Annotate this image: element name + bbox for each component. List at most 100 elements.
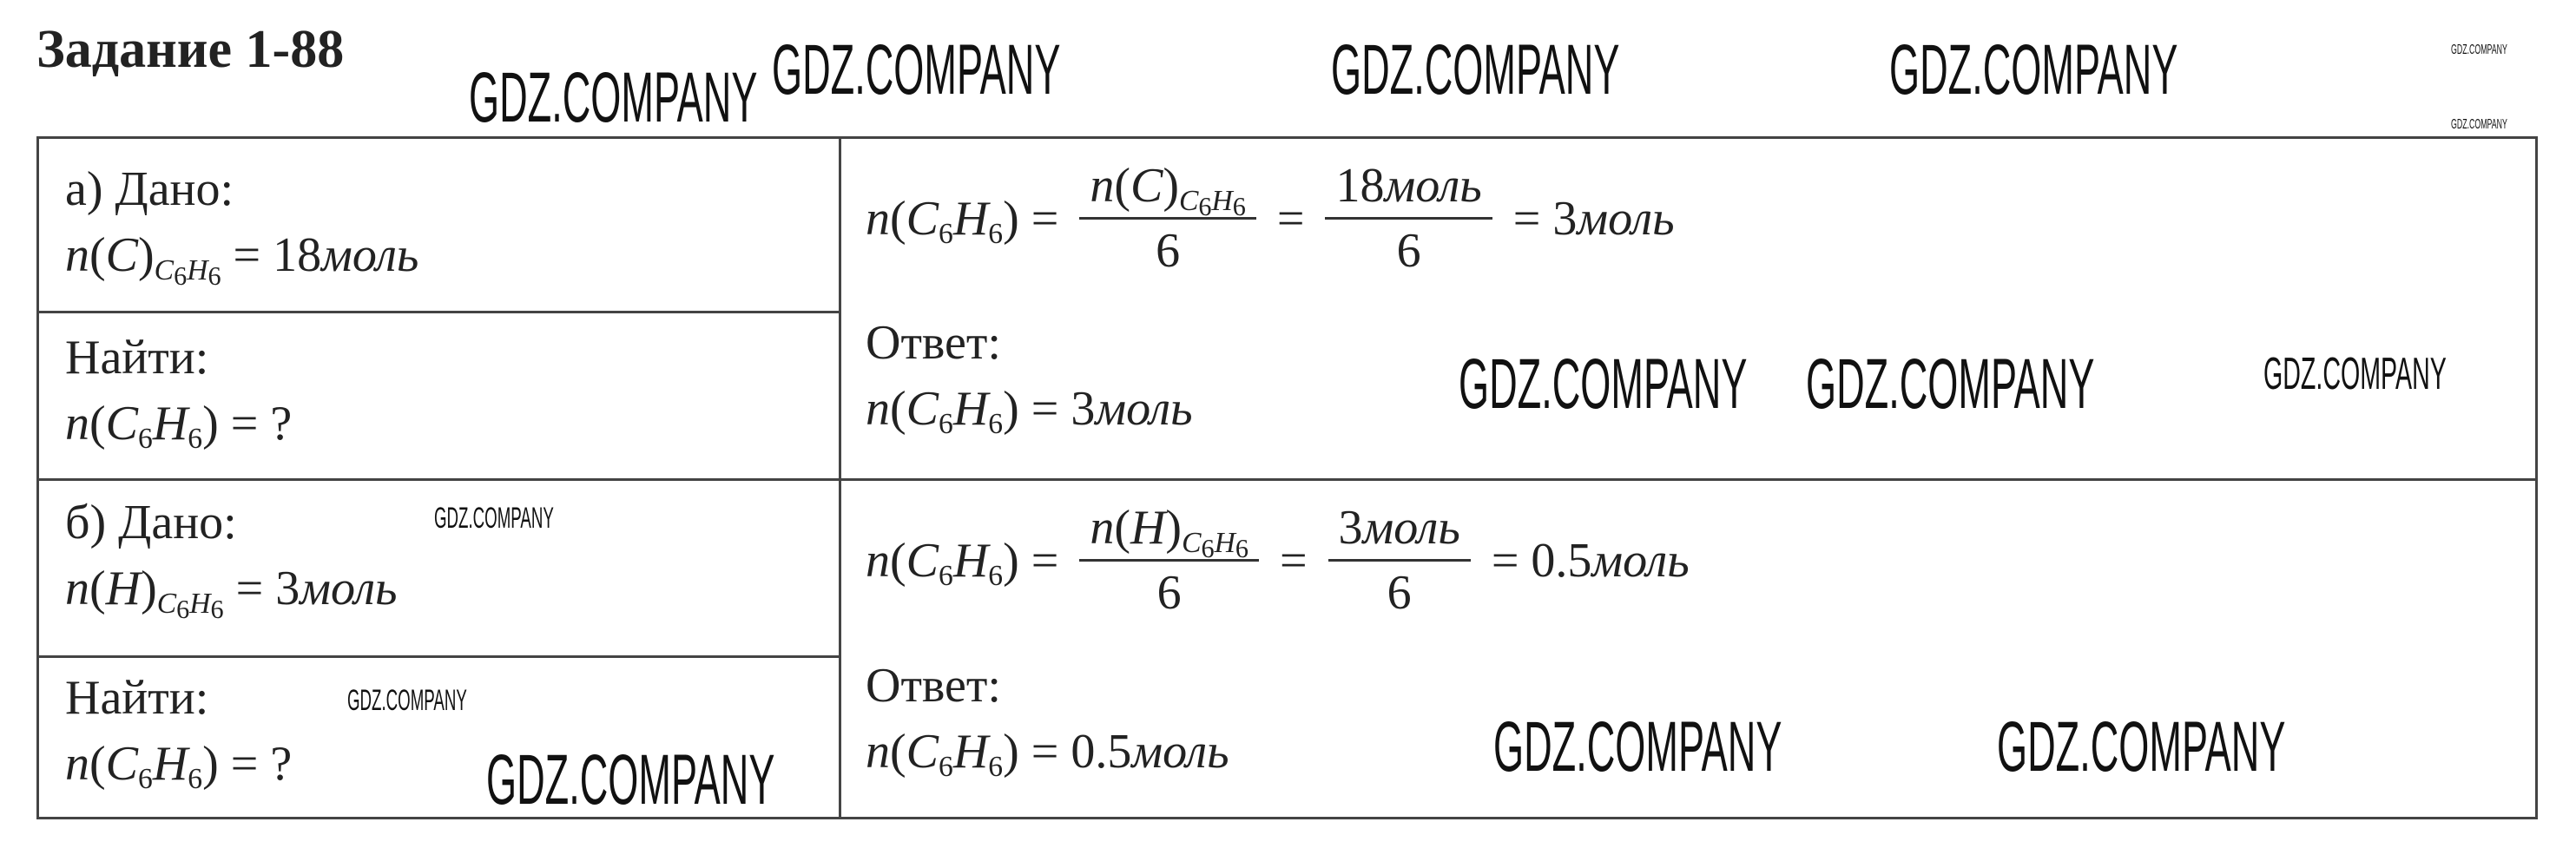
math-char: ): [1003, 191, 1019, 246]
watermark: GDZ.COMPANY: [469, 58, 758, 137]
watermark: GDZ.COMPANY: [1889, 30, 2178, 109]
math-symbol: C: [906, 191, 939, 246]
math-symbol: n: [65, 397, 89, 450]
math-char: 6: [1198, 192, 1212, 222]
subscript: C6H6: [157, 588, 224, 622]
subscript: 6: [939, 751, 953, 783]
math-symbol: о: [330, 562, 354, 615]
math-symbol: C: [105, 397, 139, 450]
subscript: 6: [1233, 192, 1246, 221]
math-expression: n(C6H6) = 3моль: [866, 381, 1193, 441]
fraction-denominator: 6: [1397, 220, 1421, 282]
math-char: 6: [988, 559, 1004, 592]
math-symbol: м: [321, 228, 352, 282]
row-divider: [39, 311, 839, 313]
given-label: б) Дано:: [65, 496, 237, 549]
math-char: ): [1003, 533, 1019, 588]
math-char: 6: [939, 408, 953, 441]
math-symbol: о: [1126, 382, 1150, 436]
math-char: ?: [270, 737, 293, 791]
math-symbol: C: [1182, 527, 1202, 560]
math-symbol: ь: [1652, 191, 1675, 246]
fraction-denominator: 6: [1157, 562, 1182, 624]
task-title: Задание 1-88: [36, 20, 345, 79]
math-expression: = 3моль: [1501, 191, 1675, 247]
subscript: 6: [1198, 192, 1211, 221]
math-char: 0: [1071, 725, 1096, 779]
equals-sign: =: [1512, 191, 1541, 246]
math-char: 6: [988, 751, 1004, 784]
solution-table: а) Дано: n(C)C6H6 = 18моль Найти: n(C6H6…: [36, 136, 2538, 819]
equals-sign: =: [230, 397, 259, 450]
math-symbol: м: [300, 562, 331, 615]
math-expression: n(C6H6) =: [866, 533, 1071, 592]
math-expression: = 0.5моль: [1479, 533, 1690, 589]
math-symbol: о: [1393, 501, 1417, 555]
math-char: 6: [188, 763, 203, 796]
math-char: 1: [1335, 159, 1360, 213]
subscript: 6: [988, 218, 1003, 250]
math-char: (: [890, 725, 906, 779]
watermark: GDZ.COMPANY: [1459, 345, 1748, 424]
math-symbol: H: [1130, 501, 1166, 555]
part-a-solution: n(C6H6) = n(C)C6H6 6 = 18моль 6 = 3моль: [866, 155, 1675, 282]
answer-label: Ответ:: [866, 659, 1001, 713]
fraction: 18моль 6: [1325, 155, 1492, 282]
watermark: GDZ.COMPANY: [772, 30, 1061, 109]
math-symbol: C: [1178, 185, 1199, 218]
fraction-denominator: 6: [1156, 220, 1180, 282]
math-symbol: n: [866, 382, 890, 436]
math-char: ): [1003, 382, 1019, 436]
math-symbol: ь: [1459, 159, 1482, 213]
math-char: 6: [208, 261, 221, 292]
part-a-find: Найти: n(C6H6) = ?: [65, 332, 293, 453]
watermark: GDZ.COMPANY: [2451, 43, 2507, 57]
math-expression: n(C6H6) = ?: [65, 396, 293, 453]
subscript: 6: [188, 763, 202, 795]
math-symbol: л: [1631, 191, 1653, 246]
column-divider: [839, 139, 841, 817]
math-symbol: H: [152, 397, 188, 450]
math-char: (: [89, 562, 106, 615]
math-symbol: л: [1185, 725, 1208, 779]
subscript: C6H6: [1182, 527, 1248, 562]
math-char: 5: [1107, 725, 1132, 779]
math-char: 6: [939, 217, 953, 250]
math-expression: n(C)C6H6 = 18моль: [65, 227, 418, 289]
subscript: 6: [939, 560, 953, 592]
math-symbol: C: [105, 228, 139, 282]
subscript: 6: [188, 423, 202, 455]
watermark: GDZ.COMPANY: [486, 740, 775, 819]
answer-label: Ответ:: [866, 316, 1001, 370]
math-char: 6: [1396, 224, 1421, 278]
watermark: GDZ.COMPANY: [1331, 30, 1620, 109]
math-char: 6: [988, 217, 1004, 250]
subscript: 6: [174, 261, 187, 291]
math-char: 6: [1235, 534, 1248, 564]
math-expression: n(C6H6) = ?: [65, 736, 293, 795]
math-char: 3: [275, 562, 300, 615]
math-char: 6: [174, 261, 188, 292]
math-char: ?: [270, 397, 293, 450]
equals-sign: =: [1276, 191, 1305, 246]
math-symbol: n: [65, 562, 89, 615]
math-symbol: H: [952, 533, 989, 588]
subscript: 6: [1235, 534, 1248, 563]
equals-sign: =: [1279, 533, 1308, 588]
fraction-numerator: 18моль: [1325, 155, 1492, 220]
math-char: (: [890, 382, 906, 436]
row-divider: [39, 478, 2535, 481]
math-symbol: C: [154, 254, 175, 287]
math-symbol: H: [187, 254, 208, 287]
subscript: 6: [988, 751, 1003, 783]
part-b-given: б) Дано: n(H)C6H6 = 3моль: [65, 496, 398, 622]
math-symbol: м: [1577, 191, 1609, 246]
math-symbol: H: [152, 737, 188, 791]
math-char: 3: [1552, 191, 1578, 246]
math-char: 6: [988, 408, 1004, 441]
math-symbol: ь: [1667, 533, 1690, 588]
equals-sign: =: [233, 228, 261, 282]
math-symbol: о: [352, 228, 376, 282]
math-expression: n(H)C6H6 = 3моль: [65, 561, 398, 622]
math-symbol: n: [866, 191, 890, 246]
